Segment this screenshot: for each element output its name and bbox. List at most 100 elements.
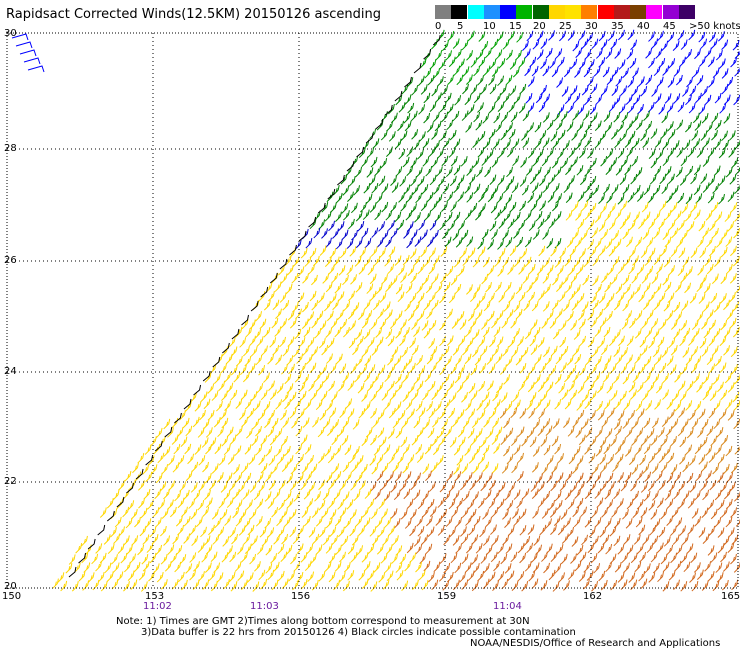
wind-barb: [534, 399, 542, 410]
wind-barb: [651, 318, 659, 329]
wind-barb: [714, 489, 722, 501]
wind-barb: [603, 299, 611, 311]
wind-barb: [502, 534, 510, 546]
wind-barb: [485, 472, 493, 484]
wind-barb: [676, 119, 684, 131]
wind-barb: [227, 454, 235, 465]
wind-barb: [332, 228, 339, 239]
wind-barb: [730, 245, 737, 257]
wind-barb: [229, 434, 237, 445]
wind-barb: [269, 434, 277, 446]
wind-barb: [210, 551, 218, 563]
wind-barb: [416, 283, 424, 294]
wind-barb: [445, 50, 452, 61]
wind-barb: [223, 444, 231, 456]
wind-barb: [623, 562, 630, 574]
wind-barb: [613, 112, 621, 123]
wind-barb: [443, 490, 451, 502]
wind-barb: [662, 372, 669, 384]
wind-barb: [363, 299, 371, 311]
wind-barb: [370, 246, 378, 257]
wind-barb: [404, 94, 412, 105]
wind-barb: [355, 210, 363, 222]
wind-barb: [624, 283, 631, 295]
wind-barb: [498, 292, 506, 303]
wind-barb: [594, 120, 602, 132]
wind-barb: [655, 444, 662, 456]
wind-barb: [467, 499, 475, 510]
wind-barb: [693, 209, 701, 220]
wind-barb: [670, 464, 678, 475]
wind-barb: [207, 410, 215, 421]
wind-barb-edge: [68, 566, 77, 578]
wind-barb: [390, 227, 398, 239]
wind-barb: [213, 373, 221, 384]
wind-barb: [446, 335, 454, 346]
wind-barb: [282, 345, 290, 357]
wind-barb: [482, 563, 490, 574]
time-label-1103: 11:03: [250, 601, 279, 612]
wind-barb: [594, 212, 602, 223]
wind-barb: [437, 497, 445, 508]
wind-barb-edge: [250, 300, 259, 312]
wind-barb: [256, 498, 264, 510]
wind-barb: [311, 317, 319, 329]
wind-barb: [324, 446, 332, 457]
lat-label-28: 28: [4, 143, 17, 154]
wind-barb: [478, 454, 486, 465]
wind-barb: [670, 344, 678, 356]
wind-barb: [568, 290, 576, 302]
wind-barb: [595, 48, 603, 59]
wind-barb: [373, 445, 381, 456]
wind-barb: [329, 202, 337, 213]
wind-barb: [385, 328, 393, 340]
wind-barb: [510, 318, 518, 329]
wind-barb: [454, 283, 462, 295]
wind-barb: [461, 463, 469, 474]
wind-barb: [604, 518, 612, 529]
wind-barb: [478, 336, 486, 348]
wind-barb: [729, 292, 736, 303]
wind-barb: [708, 525, 716, 537]
wind-barb: [337, 499, 345, 510]
wind-barb: [375, 327, 383, 338]
wind-barb: [312, 417, 319, 428]
wind-barb: [106, 571, 114, 582]
wind-barb: [634, 561, 642, 573]
legend-label: 10: [483, 21, 496, 32]
wind-barb: [661, 416, 669, 427]
wind-barb: [627, 192, 635, 203]
wind-barb-edge: [260, 286, 269, 298]
wind-barb: [343, 300, 351, 312]
wind-barb: [242, 489, 250, 500]
wind-barb: [406, 192, 413, 203]
wind-barb: [381, 390, 389, 401]
wind-barb: [455, 48, 462, 60]
wind-barb: [596, 400, 603, 412]
wind-barb: [558, 129, 566, 141]
wind-barb: [439, 481, 447, 493]
wind-barb: [439, 320, 446, 331]
wind-barb: [671, 185, 679, 196]
wind-barb: [426, 308, 433, 320]
wind-barb: [482, 391, 490, 403]
wind-barb: [364, 488, 372, 499]
wind-barb: [462, 417, 470, 429]
wind-barb: [213, 562, 221, 573]
wind-barb: [532, 274, 539, 285]
wind-barb: [553, 111, 561, 122]
wind-barb: [388, 525, 395, 536]
wind-barb: [387, 335, 395, 347]
wind-barb: [95, 543, 103, 554]
wind-barb: [415, 543, 423, 555]
wind-barb: [413, 417, 421, 429]
wind-barb: [671, 507, 679, 518]
wind-barb: [485, 47, 492, 59]
wind-barb: [429, 247, 436, 259]
wind-barb: [624, 164, 632, 176]
wind-barb: [155, 427, 163, 439]
wind-barb: [561, 86, 569, 97]
wind-barb: [334, 283, 342, 294]
wind-barb: [617, 410, 625, 421]
wind-barb: [668, 409, 675, 420]
